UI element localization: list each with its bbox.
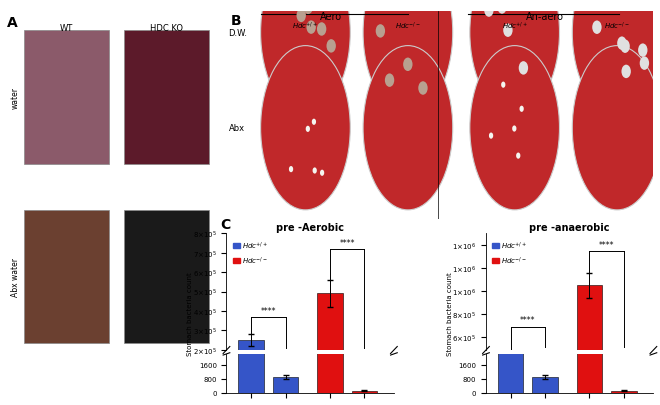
Text: Aero: Aero [320, 12, 342, 22]
Ellipse shape [519, 62, 528, 75]
Ellipse shape [376, 25, 385, 38]
Title: pre -anaerobic: pre -anaerobic [529, 223, 610, 233]
Ellipse shape [470, 47, 560, 210]
Text: Stomach bacteria count: Stomach bacteria count [187, 271, 193, 355]
Ellipse shape [304, 2, 313, 15]
Ellipse shape [617, 37, 626, 51]
Bar [498, 0, 523, 393]
Ellipse shape [296, 10, 306, 23]
Ellipse shape [289, 166, 293, 173]
Ellipse shape [306, 126, 310, 132]
Bar [238, 340, 264, 389]
Text: An-aero: An-aero [525, 12, 564, 22]
Ellipse shape [261, 0, 350, 115]
Text: ****: **** [520, 315, 535, 324]
Text: $Hdc^{+/+}$: $Hdc^{+/+}$ [502, 20, 528, 32]
Bar [238, 0, 264, 393]
Ellipse shape [312, 119, 316, 126]
Ellipse shape [470, 0, 560, 115]
Text: Abx water: Abx water [11, 257, 20, 296]
Ellipse shape [516, 153, 520, 159]
Bar [352, 390, 377, 393]
Ellipse shape [363, 47, 453, 210]
Ellipse shape [306, 21, 316, 35]
Ellipse shape [532, 0, 541, 3]
Text: $Hdc^{-/-}$: $Hdc^{-/-}$ [395, 20, 421, 32]
Text: Stomach bacteria count: Stomach bacteria count [447, 271, 453, 355]
Legend: $Hdc^{+/+}$, $Hdc^{-/-}$: $Hdc^{+/+}$, $Hdc^{-/-}$ [230, 237, 271, 269]
Ellipse shape [327, 40, 336, 53]
Text: ****: **** [599, 240, 614, 249]
Ellipse shape [261, 47, 350, 210]
Text: ****: **** [261, 306, 276, 315]
Ellipse shape [519, 107, 524, 113]
Text: $Hdc^{-/-}$: $Hdc^{-/-}$ [604, 20, 630, 32]
Ellipse shape [503, 24, 513, 38]
Ellipse shape [572, 47, 660, 210]
Bar [124, 31, 209, 164]
Text: C: C [220, 217, 230, 232]
Bar [498, 366, 523, 405]
Text: ****: **** [339, 239, 355, 247]
Ellipse shape [501, 82, 506, 89]
Bar [24, 31, 109, 164]
Bar [611, 390, 637, 393]
Bar [273, 377, 298, 393]
Ellipse shape [592, 21, 602, 35]
Ellipse shape [620, 40, 630, 54]
Text: D.W.: D.W. [228, 29, 247, 38]
Ellipse shape [317, 23, 326, 36]
Ellipse shape [484, 4, 494, 18]
Text: A: A [7, 16, 17, 30]
Bar [317, 0, 343, 393]
Text: Abx: Abx [229, 124, 246, 133]
Ellipse shape [613, 0, 623, 9]
Ellipse shape [313, 168, 317, 174]
Text: HDC KO: HDC KO [150, 23, 183, 32]
Bar [24, 210, 109, 343]
Bar [577, 0, 602, 393]
Ellipse shape [512, 126, 516, 132]
Bar [317, 294, 343, 389]
Text: $Hdc^{+/+}$: $Hdc^{+/+}$ [292, 20, 319, 32]
Ellipse shape [363, 0, 453, 115]
Ellipse shape [638, 44, 647, 58]
Ellipse shape [411, 0, 420, 11]
Text: water: water [11, 87, 20, 109]
Title: pre -Aerobic: pre -Aerobic [276, 223, 344, 233]
Ellipse shape [320, 170, 324, 177]
Ellipse shape [385, 74, 394, 87]
Bar [577, 286, 602, 405]
Ellipse shape [489, 133, 493, 139]
Ellipse shape [572, 0, 660, 115]
Ellipse shape [387, 0, 396, 10]
Text: B: B [231, 14, 242, 28]
Bar [532, 377, 558, 393]
Bar [124, 210, 209, 343]
Ellipse shape [640, 57, 649, 71]
Ellipse shape [403, 58, 412, 72]
Ellipse shape [622, 66, 631, 79]
Text: WT: WT [60, 23, 73, 32]
Ellipse shape [498, 1, 507, 15]
Ellipse shape [418, 82, 428, 96]
Legend: $Hdc^{+/+}$, $Hdc^{-/-}$: $Hdc^{+/+}$, $Hdc^{-/-}$ [490, 237, 530, 269]
